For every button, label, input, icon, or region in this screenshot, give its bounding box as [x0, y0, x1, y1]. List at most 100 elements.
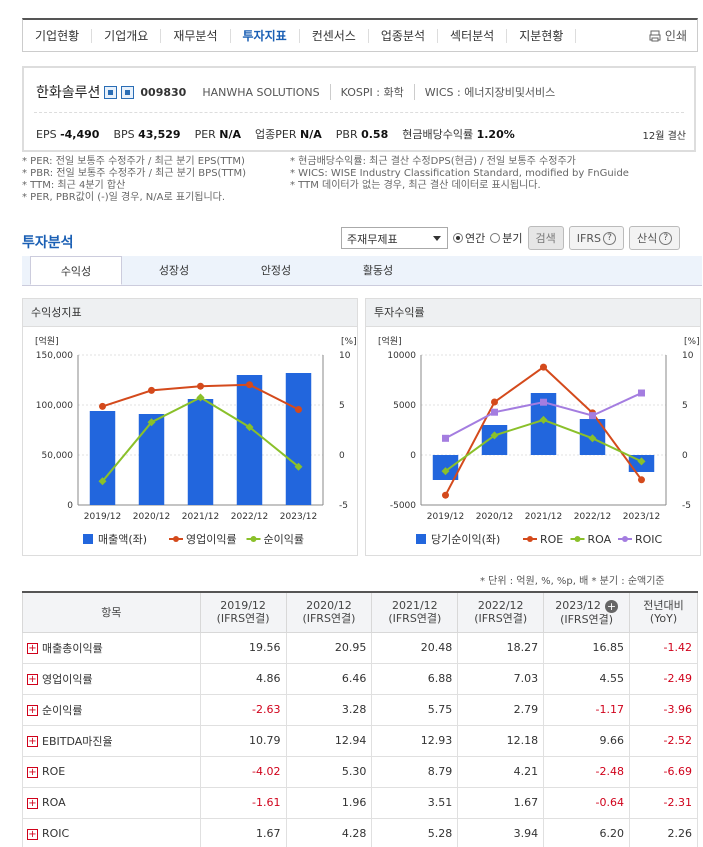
nav-tab-industry-analysis[interactable]: 업종분석: [369, 28, 439, 43]
nav-tab-consensus[interactable]: 컨센서스: [300, 28, 369, 43]
home-icon[interactable]: [104, 85, 118, 99]
return-chart: [억원] [%] 10000 5000 0 -5000 10 5 0 -5 2019/12 2020/…: [378, 335, 700, 546]
legend-swatch: [83, 534, 93, 544]
tab-profitability[interactable]: 수익성: [30, 256, 122, 285]
x-tick-label: 2021/12: [182, 512, 219, 522]
legend-swatch: [574, 536, 581, 542]
industry-per-metric: 업종PER N/A: [255, 128, 322, 141]
table-cell: 5.75: [371, 693, 459, 726]
table-cell: 19.56: [199, 631, 287, 664]
per-metric: PER N/A: [194, 127, 242, 141]
y-left-axis-label: [억원]: [35, 335, 59, 347]
units-note: * 단위 : 억원, %, %p, 배 * 분기 : 순액기준: [480, 576, 665, 587]
data-point: [540, 363, 547, 371]
radio-dot-selected[interactable]: [453, 233, 463, 243]
data-point: [540, 398, 547, 406]
data-point: [638, 389, 645, 397]
legend-swatch: [527, 536, 533, 542]
table-row: + ROA -1.61 1.96 3.51 1.67 -0.64 -2.31: [22, 786, 698, 819]
add-column-icon[interactable]: +: [604, 599, 618, 613]
ir-icon[interactable]: [121, 85, 135, 99]
legend-label: ROE: [540, 533, 563, 546]
data-point: [294, 462, 303, 471]
note: * PER: 전일 보통주 수정주가 / 최근 분기 EPS(TTM): [22, 156, 245, 167]
stock-code: 009830: [140, 85, 187, 99]
yoy-cell: -6.69: [629, 755, 698, 788]
ifrs-button[interactable]: IFRS?: [568, 226, 624, 250]
data-point: [245, 423, 254, 432]
radio-dot[interactable]: [490, 233, 501, 243]
table-cell: 4.55: [543, 662, 631, 695]
expand-icon[interactable]: +: [27, 674, 38, 685]
y-left-axis-label: [억원]: [378, 335, 402, 347]
pbr-metric: PBR 0.58: [335, 127, 389, 141]
header-yoy: 전년대비 (YoY): [629, 591, 698, 633]
y-left-tick-label: 5000: [393, 401, 416, 411]
yoy-cell: 2.26: [629, 817, 698, 847]
row-label[interactable]: + 영업이익률: [22, 662, 201, 695]
note: * TTM: 최근 4분기 합산: [22, 180, 126, 191]
nav-tab-company-overview[interactable]: 기업개요: [92, 28, 162, 43]
table-cell: 1.96: [285, 786, 373, 819]
table-cell: 6.88: [371, 662, 459, 695]
row-label[interactable]: + 매출총이익률: [22, 631, 201, 664]
print-label: 인쇄: [664, 29, 687, 43]
table-cell: 4.86: [199, 662, 287, 695]
data-point: [197, 382, 204, 390]
tab-growth[interactable]: 성장성: [158, 264, 190, 277]
bps-metric: BPS 43,529: [113, 127, 181, 141]
nav-tab-financial-analysis[interactable]: 재무분석: [161, 28, 231, 43]
y-left-tick-label: 0: [410, 451, 416, 461]
tab-stability[interactable]: 안정성: [260, 264, 292, 277]
table-cell: 1.67: [199, 817, 287, 847]
row-label[interactable]: + ROIC: [22, 817, 201, 847]
print-button[interactable]: 인쇄: [649, 27, 687, 44]
tab-activity[interactable]: 활동성: [362, 264, 394, 277]
table-cell: 5.30: [285, 755, 373, 788]
nav-tab-company-status[interactable]: 기업현황: [23, 28, 93, 43]
row-label[interactable]: + ROA: [22, 786, 201, 819]
x-tick-label: 2019/12: [84, 512, 121, 522]
footnotes-left: * PER: 전일 보통주 수정주가 / 최근 분기 EPS(TTM) * PB…: [22, 156, 292, 204]
y-right-tick-label: 5: [682, 401, 688, 411]
expand-icon[interactable]: +: [27, 797, 38, 809]
nav-tab-shareholding[interactable]: 지분현황: [507, 28, 577, 43]
y-left-tick-label: 10000: [387, 351, 416, 361]
expand-icon[interactable]: +: [27, 828, 38, 840]
table-cell: 16.85: [543, 631, 631, 664]
data-point: [539, 415, 548, 424]
note: * TTM 데이터가 없는 경우, 최근 결산 데이터로 표시됩니다.: [290, 180, 541, 191]
data-point: [148, 386, 155, 394]
data-point: [441, 467, 450, 476]
table-cell: 3.94: [457, 817, 545, 847]
statement-select[interactable]: 주재무제표: [341, 227, 448, 249]
row-label[interactable]: + ROE: [22, 755, 201, 788]
nav-tab-sector-analysis[interactable]: 섹터분석: [438, 28, 508, 43]
market-classification: KOSPI : 화학: [329, 84, 404, 100]
profitability-chart: [억원] [%] 150,000 100,000 50,000 0 10 5 0 -5 2019/1…: [35, 335, 357, 546]
data-point: [295, 406, 302, 413]
table-cell: 5.28: [371, 817, 459, 847]
expand-icon[interactable]: +: [27, 705, 38, 716]
expand-icon[interactable]: +: [27, 766, 38, 778]
bar: [138, 414, 165, 505]
section-title: 투자분석: [22, 235, 74, 251]
expand-icon[interactable]: +: [27, 736, 38, 747]
expand-icon[interactable]: +: [27, 643, 38, 654]
top-navigation: 기업현황 기업개요 재무분석 투자지표 컨센서스 업종분석 섹터분석 지분현황 …: [22, 18, 698, 52]
legend-label: ROIC: [635, 533, 663, 546]
formula-button[interactable]: 산식?: [628, 226, 681, 250]
table-cell: -2.63: [199, 693, 287, 726]
search-button[interactable]: 검색: [527, 226, 564, 250]
row-label[interactable]: + 순이익률: [22, 693, 201, 726]
yoy-cell: -3.96: [629, 693, 698, 726]
radio-quarter[interactable]: 분기: [490, 230, 523, 246]
table-cell: 3.51: [371, 786, 459, 819]
row-label[interactable]: + EBITDA마진율: [22, 724, 201, 757]
x-tick-label: 2022/12: [231, 512, 268, 522]
radio-annual[interactable]: 연간: [453, 230, 485, 246]
table-row: + ROIC 1.67 4.28 5.28 3.94 6.20 2.26: [22, 817, 698, 847]
x-tick-label: 2021/12: [525, 512, 562, 522]
nav-tab-investment-indicators[interactable]: 투자지표: [231, 28, 300, 43]
table-cell: 6.20: [543, 817, 631, 847]
